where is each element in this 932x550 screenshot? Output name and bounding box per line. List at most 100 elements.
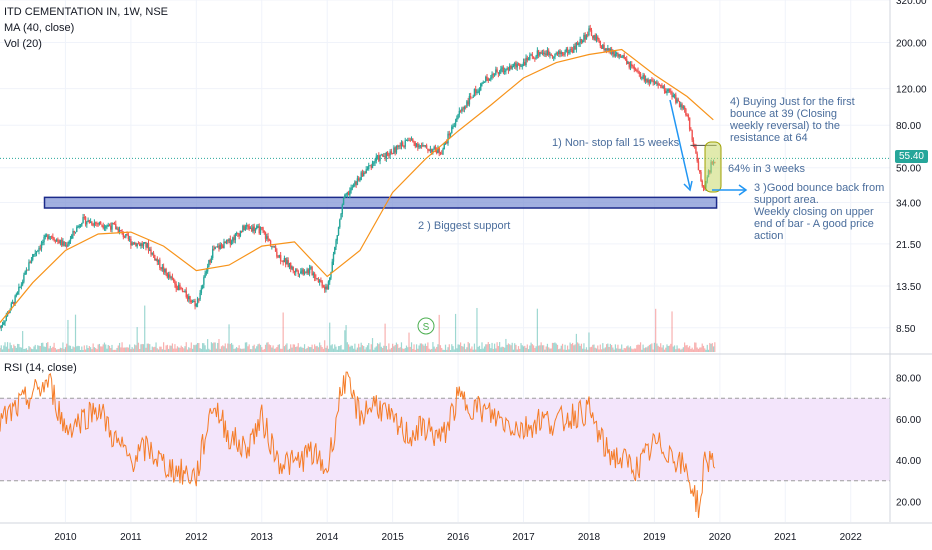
candle-body <box>561 52 564 55</box>
candle-body <box>302 269 304 274</box>
volume-bar <box>188 347 190 352</box>
candle-body <box>682 106 685 109</box>
volume-bar <box>241 348 243 352</box>
symbol-title[interactable]: ITD CEMENTATION IN, 1W, NSE <box>4 6 168 18</box>
candle-body <box>126 234 128 235</box>
candle-body <box>137 243 140 245</box>
candle-body <box>279 255 282 261</box>
volume-bar <box>165 345 167 352</box>
candle-body <box>166 272 169 278</box>
volume-bar <box>492 348 494 352</box>
volume-bar <box>168 348 170 352</box>
volume-bar <box>428 348 430 352</box>
candle-body <box>355 181 357 186</box>
volume-bar <box>22 331 24 352</box>
x-tick-label: 2022 <box>840 532 863 543</box>
volume-bar <box>210 342 213 352</box>
volume-bar <box>548 347 550 352</box>
x-tick-label: 2016 <box>447 532 470 543</box>
candle-body <box>274 246 277 252</box>
candle-body <box>292 266 294 271</box>
candle-body <box>160 267 162 270</box>
candle-body <box>365 169 367 174</box>
volume-bar <box>390 347 392 352</box>
volume-bar <box>242 348 244 352</box>
y-tick-label: 8.50 <box>896 324 916 335</box>
volume-bar <box>623 347 625 352</box>
candle-body <box>447 133 449 144</box>
volume-bar <box>375 346 377 352</box>
ma-legend[interactable]: MA (40, close) <box>4 22 75 34</box>
volume-bar <box>74 314 77 352</box>
volume-bar <box>681 348 683 352</box>
volume-bar <box>310 347 312 352</box>
candle-body <box>245 225 248 227</box>
candle-body <box>667 89 669 92</box>
candle-body <box>169 274 171 278</box>
candle-body <box>430 149 433 153</box>
volume-bar <box>633 348 635 352</box>
annotation-2[interactable]: 2 ) Biggest support <box>418 220 511 232</box>
volume-bar <box>541 345 544 352</box>
volume-bar <box>155 342 157 352</box>
rsi-legend[interactable]: RSI (14, close) <box>4 362 77 374</box>
volume-bar <box>444 344 447 352</box>
volume-bar <box>29 347 31 352</box>
volume-bar <box>436 346 438 352</box>
candle-body <box>323 286 326 290</box>
candle-body <box>683 106 686 110</box>
annotation-3[interactable]: 3 )Good bounce back from support area. W… <box>754 182 885 242</box>
volume-bar <box>614 344 616 352</box>
candle-body <box>242 225 244 232</box>
candle-body <box>272 246 274 247</box>
volume-bar <box>345 325 347 352</box>
volume-bar <box>147 343 150 352</box>
candle-body <box>671 92 673 97</box>
candle-body <box>672 95 674 97</box>
candle-body <box>366 168 369 170</box>
candle-body <box>32 254 34 260</box>
candle-body <box>188 296 190 300</box>
candle-body <box>350 187 352 191</box>
volume-bar <box>672 346 674 352</box>
candle-body <box>449 133 452 136</box>
volume-bar <box>429 349 432 352</box>
candle-body <box>402 142 404 147</box>
candle-body <box>623 55 625 59</box>
candle-body <box>181 288 184 292</box>
candle-body <box>687 115 690 118</box>
candle-body <box>155 258 157 261</box>
volume-bar <box>322 348 325 352</box>
volume-bar <box>636 345 638 352</box>
candle-body <box>519 64 521 67</box>
volume-bar <box>478 345 481 352</box>
candle-body <box>496 69 498 73</box>
candle-body <box>357 178 360 181</box>
candle-body <box>395 145 398 153</box>
x-tick-label: 2021 <box>774 532 797 543</box>
volume-bar <box>470 348 472 352</box>
candle-body <box>628 61 630 68</box>
volume-bar <box>222 345 224 352</box>
volume-bar <box>342 349 345 352</box>
annotation-1[interactable]: 1) Non- stop fall 15 weeks <box>552 137 680 149</box>
candle-body <box>505 68 507 72</box>
annotation-4[interactable]: 4) Buying Just for the first bounce at 3… <box>730 96 855 144</box>
candle-body <box>19 286 21 288</box>
candle-body <box>28 262 30 271</box>
candle-body <box>597 36 599 40</box>
volume-legend[interactable]: Vol (20) <box>4 38 42 50</box>
volume-bar <box>364 349 366 352</box>
volume-bar <box>297 343 299 352</box>
candle-body <box>64 245 67 247</box>
candle-body <box>368 165 370 169</box>
candle-body <box>524 61 526 66</box>
annotation-5[interactable]: 64% in 3 weeks <box>728 163 806 175</box>
volume-bar <box>504 347 506 352</box>
volume-bar <box>417 348 419 352</box>
candle-body <box>183 291 185 293</box>
volume-bar <box>379 342 381 352</box>
volume-bar <box>579 345 581 352</box>
volume-bar <box>263 349 265 352</box>
candle-body <box>352 184 355 188</box>
